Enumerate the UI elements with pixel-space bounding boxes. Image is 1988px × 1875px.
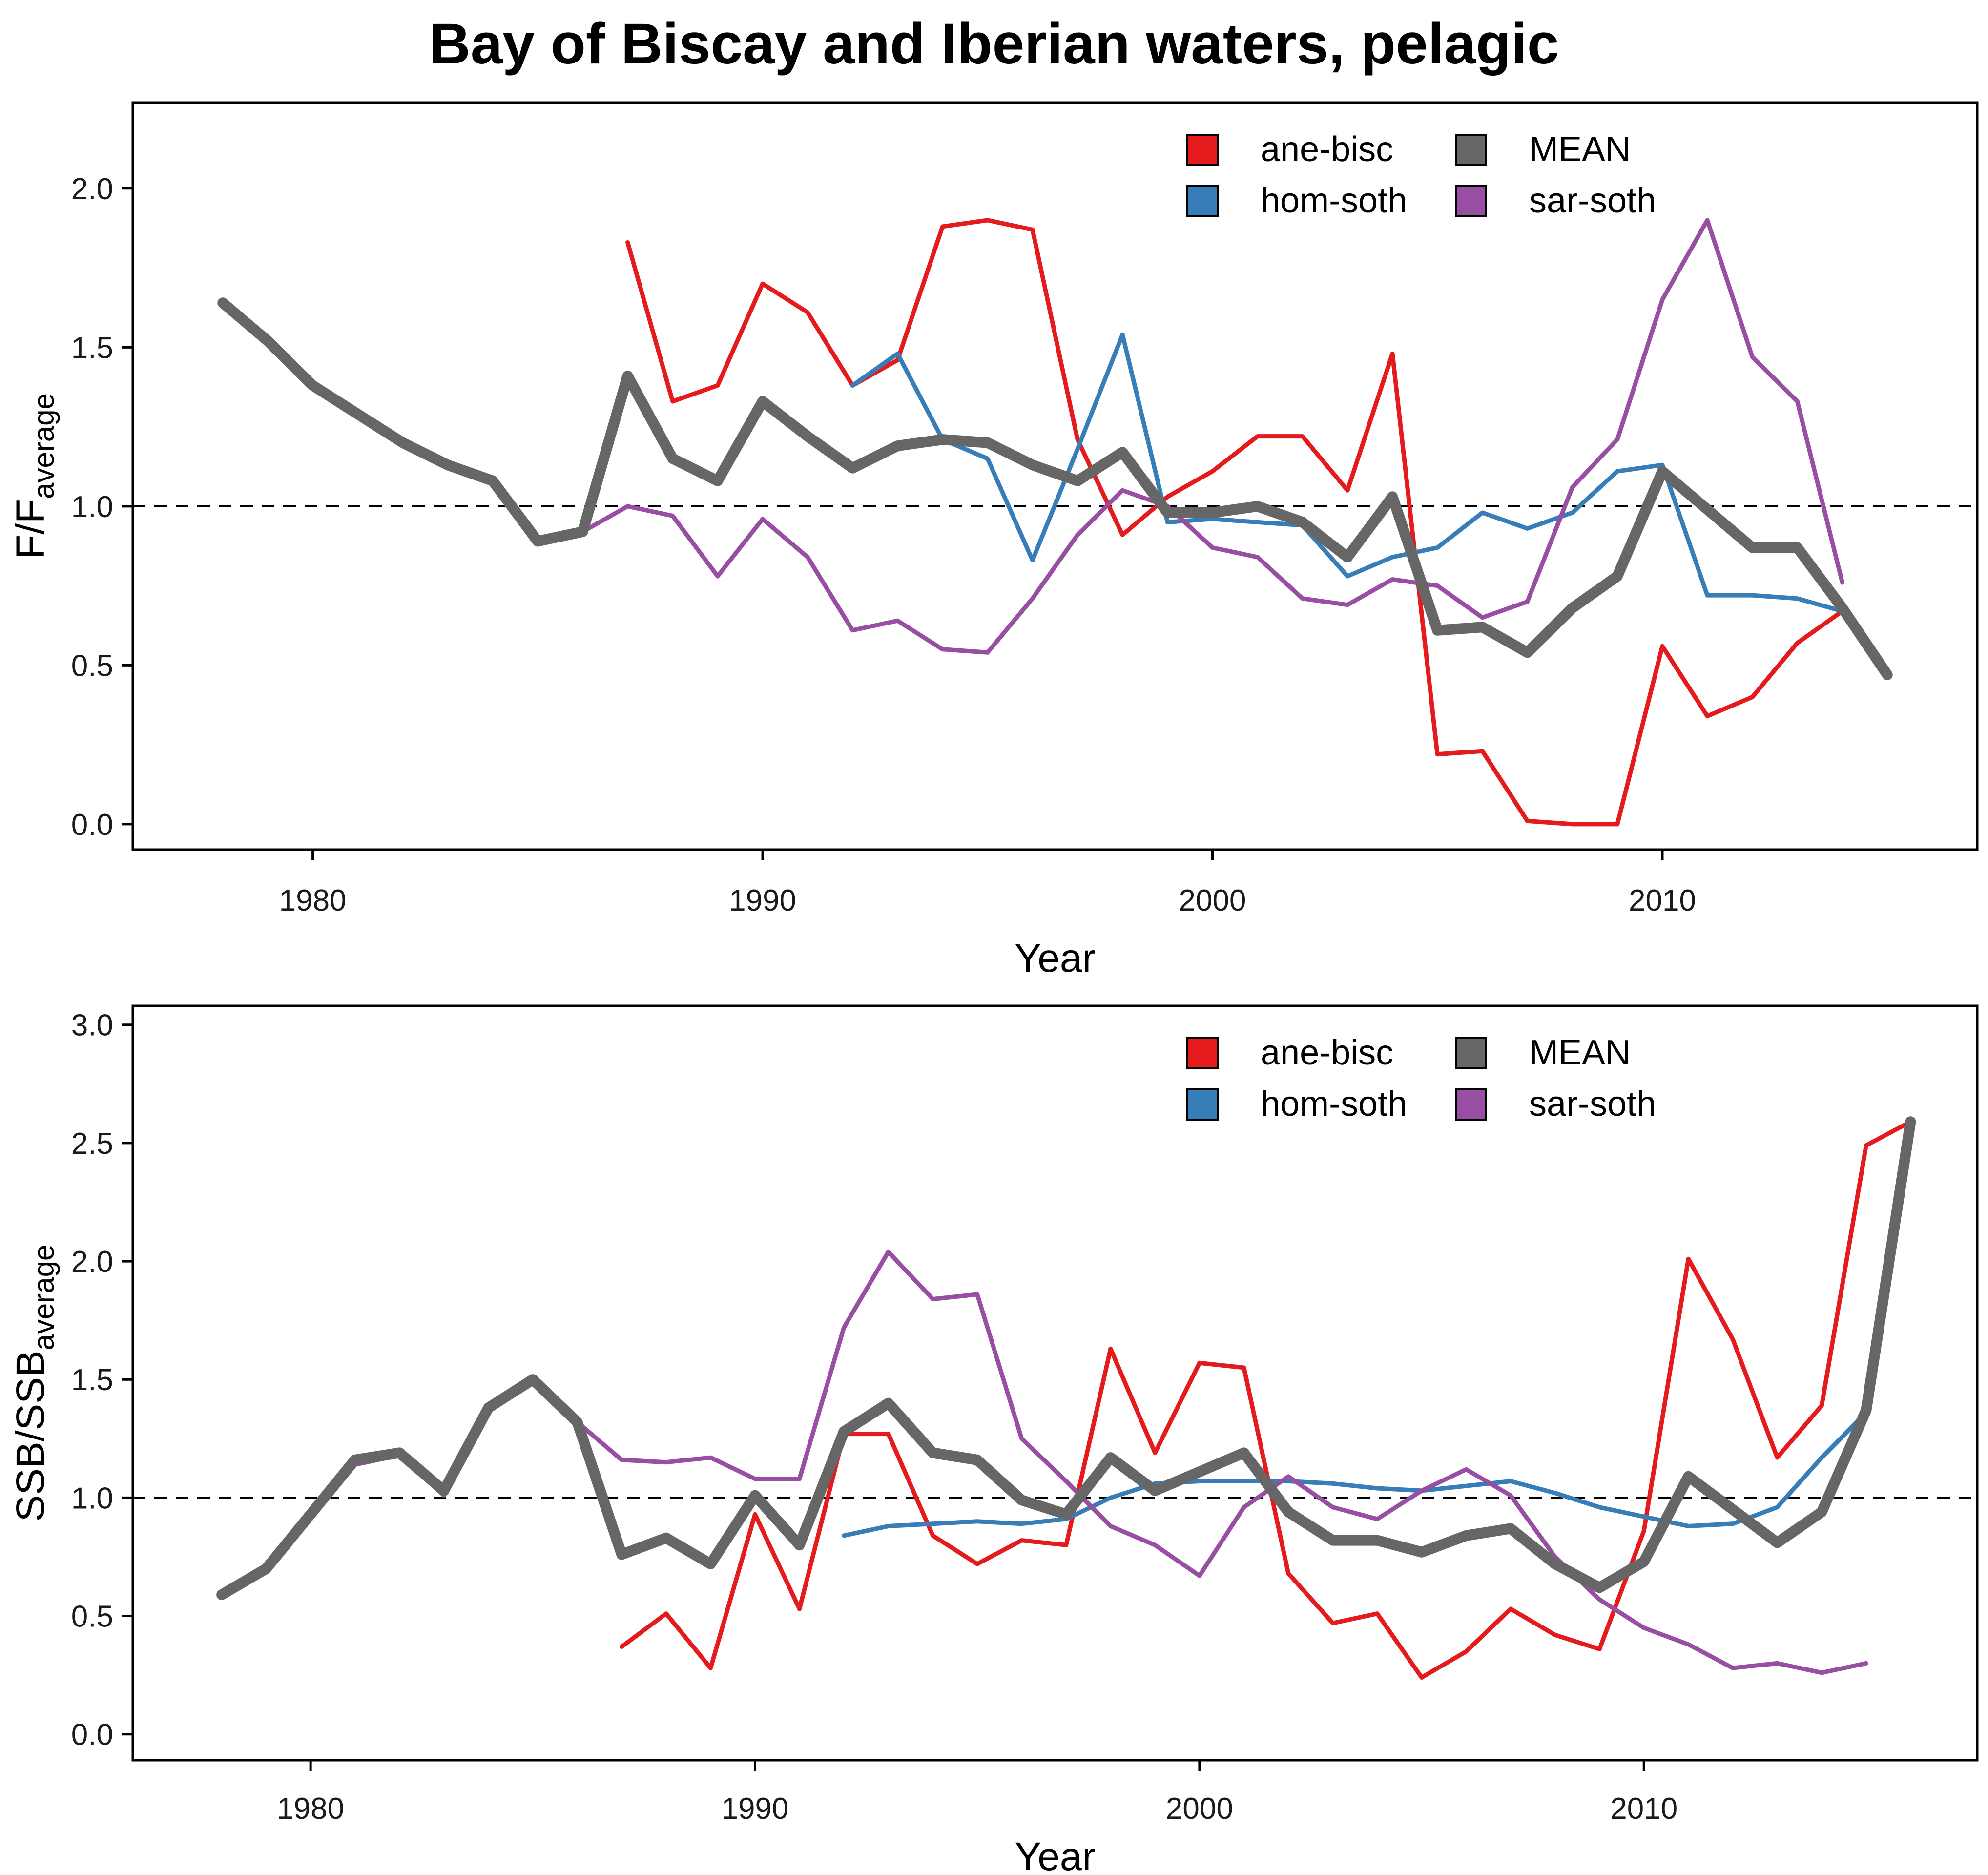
y-tick-label: 2.0 <box>71 1245 113 1279</box>
series-line-mean <box>217 297 1893 680</box>
figure-title: Bay of Biscay and Iberian waters, pelagi… <box>429 12 1559 76</box>
plot-frame <box>131 101 1979 851</box>
legend-swatch-mean <box>1455 134 1487 166</box>
y-tick-label: 2.5 <box>71 1127 113 1161</box>
legend-label-sar-soth: sar-soth <box>1529 181 1656 220</box>
y-tick-label: 1.5 <box>71 331 113 365</box>
legend-swatch-hom-soth <box>1186 185 1219 217</box>
ssb-ratio-panel: 0.0 0.5 1.0 1.5 2.0 2.5 3.0 1980 1990 2000 2010 Yea… <box>8 1004 1979 1875</box>
legend-swatch-sar-soth <box>1455 1088 1487 1121</box>
legend-label-hom-soth: hom-soth <box>1261 1084 1407 1124</box>
y-tick-label: 0.5 <box>71 649 113 683</box>
legend-swatch-hom-soth <box>1186 1088 1219 1121</box>
series-line-hom-soth <box>850 332 1845 614</box>
x-tick-label: 1980 <box>277 1792 344 1826</box>
y-tick-label: 1.5 <box>71 1363 113 1397</box>
y-tick-label: 0.0 <box>71 808 113 842</box>
x-tick-label: 2000 <box>1179 884 1246 917</box>
series-line-sar-soth <box>219 1250 1868 1675</box>
legend-label-ane-bisc: ane-bisc <box>1261 1033 1393 1072</box>
series-line-ane-bisc <box>619 1119 1913 1680</box>
legend-swatch-sar-soth <box>1455 185 1487 217</box>
plot-frame <box>131 1004 1979 1762</box>
x-tick-label: 1990 <box>729 884 796 917</box>
legend-label-ane-bisc: ane-bisc <box>1261 130 1393 169</box>
legend-swatch-mean <box>1455 1037 1487 1069</box>
legend-swatch-ane-bisc <box>1186 134 1219 166</box>
y-tick-label: 1.0 <box>71 1481 113 1515</box>
legend-label-mean: MEAN <box>1529 1033 1631 1072</box>
y-tick-label: 0.0 <box>71 1718 113 1752</box>
series-line-hom-soth <box>842 1410 1868 1538</box>
f-ratio-panel: 0.0 0.5 1.0 1.5 2.0 1980 1990 2000 2010 Year F/Fav… <box>8 101 1979 980</box>
x-tick-label: 2000 <box>1166 1792 1233 1826</box>
x-tick-label: 1990 <box>722 1792 789 1826</box>
y-tick-label: 3.0 <box>71 1009 113 1042</box>
x-axis-title: Year <box>1015 936 1096 980</box>
x-tick-label: 2010 <box>1610 1792 1677 1826</box>
x-tick-label: 2010 <box>1629 884 1696 917</box>
y-tick-label: 0.5 <box>71 1600 113 1634</box>
y-axis-title: F/Faverage <box>8 393 60 559</box>
legend-label-hom-soth: hom-soth <box>1261 181 1407 220</box>
y-axis-title: SSB/SSBaverage <box>8 1245 60 1522</box>
series-line-ane-bisc <box>625 218 1890 827</box>
legend-label-mean: MEAN <box>1529 130 1631 169</box>
x-axis-title: Year <box>1015 1834 1096 1875</box>
y-tick-label: 1.0 <box>71 490 113 524</box>
y-tick-label: 2.0 <box>71 172 113 206</box>
x-tick-label: 1980 <box>279 884 347 917</box>
series-line-mean <box>216 1116 1916 1600</box>
legend-swatch-ane-bisc <box>1186 1037 1219 1069</box>
legend-label-sar-soth: sar-soth <box>1529 1084 1656 1124</box>
